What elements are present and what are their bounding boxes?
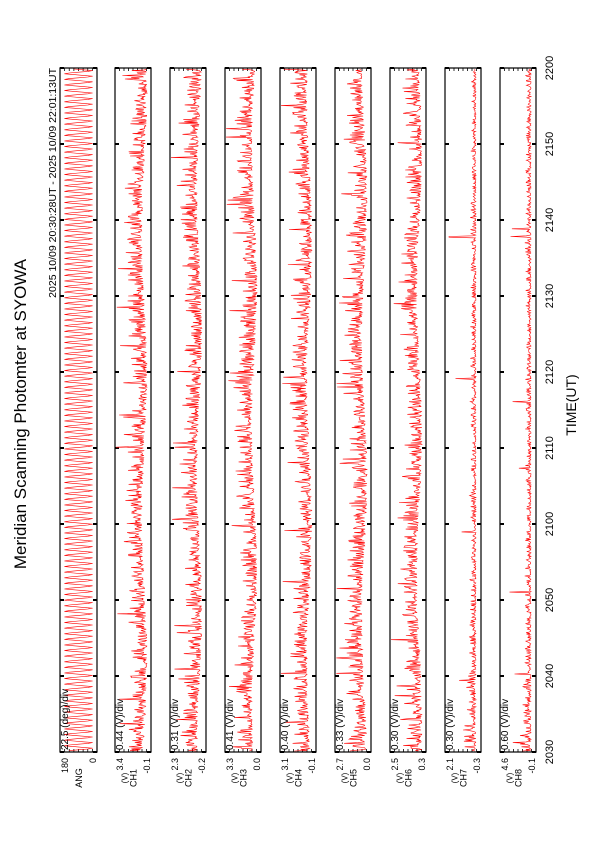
channel-label: CH5 <box>349 769 359 787</box>
time-range-label: 2025 10/09 20:30:28UT - 2025 10/09 22:01… <box>47 67 59 297</box>
y-tick-label: 3.3 <box>225 758 235 771</box>
chart-title: Meridian Scanning Photomter at SYOWA <box>11 258 30 569</box>
y-tick-label: 2.3 <box>170 758 180 771</box>
panel-scale-label: 0.40 (V)/div <box>280 699 291 750</box>
panel-frame <box>114 67 152 753</box>
x-tick-label: 2130 <box>544 284 556 308</box>
channel-unit: (V) <box>176 772 185 783</box>
x-tick-label: 2030 <box>544 740 556 764</box>
panel-frame <box>169 67 207 753</box>
y-tick-label: -0.3 <box>472 758 482 774</box>
series-trace-ch8 <box>509 68 533 752</box>
x-tick-label: 2150 <box>544 132 556 156</box>
channel-label: CH3 <box>239 769 249 787</box>
series-trace-ang <box>64 68 93 751</box>
panel-scale-label: 0.44 (V)/div <box>115 699 126 750</box>
series-trace-ch4 <box>280 68 313 752</box>
panel-scale-label: 0.60 (V)/div <box>500 699 511 750</box>
y-tick-label: 3.4 <box>115 758 125 771</box>
y-tick-label: 2.7 <box>335 758 345 771</box>
channel-label: CH7 <box>459 769 469 787</box>
x-tick-label: 2050 <box>544 588 556 612</box>
panels-group: 22.5 (deg)/div 180 0 ANG 0.44 (V)/div 3.4 -0.1… <box>59 67 537 788</box>
panel-scale-label: 0.33 (V)/div <box>335 699 346 750</box>
channel-label: CH4 <box>294 769 304 787</box>
channel-unit: (V) <box>341 772 350 783</box>
series-trace-ch6 <box>390 68 423 752</box>
channel-unit: (V) <box>231 772 240 783</box>
x-tick-label: 2100 <box>544 512 556 536</box>
y-tick-label: -0.1 <box>142 758 152 774</box>
y-tick-label: 2.1 <box>445 758 455 771</box>
x-tick-label: 2120 <box>544 360 556 384</box>
x-axis-label: TIME(UT) <box>563 374 579 435</box>
panel-scale-label: 0.41 (V)/div <box>225 699 236 750</box>
y-tick-label: -0.1 <box>527 758 537 774</box>
channel-label: CH2 <box>184 769 194 787</box>
channel-unit: (V) <box>286 772 295 783</box>
y-tick-label: 0.0 <box>252 758 262 771</box>
series-trace-ch7 <box>448 69 478 752</box>
series-trace-ch3 <box>225 68 258 752</box>
channel-label: ANG <box>74 768 84 788</box>
channel-label: CH8 <box>514 769 524 787</box>
channel-unit: (V) <box>121 772 130 783</box>
y-tick-label: 0.0 <box>362 758 372 771</box>
y-tick-label: -0.2 <box>197 758 207 774</box>
channel-unit: (V) <box>451 772 460 783</box>
channel-label: CH1 <box>129 769 139 787</box>
panel-frame <box>499 67 537 753</box>
y-tick-label: 2.5 <box>390 758 400 771</box>
channel-unit: (V) <box>396 772 405 783</box>
series-trace-ch1 <box>115 68 149 752</box>
panel-scale-label: 0.30 (V)/div <box>445 699 456 750</box>
time-axis: 2030 2040 2050 2100 2110 2120 2130 2140 2150 2200 <box>544 56 556 764</box>
x-tick-label: 2140 <box>544 208 556 232</box>
series-trace-ch5 <box>336 69 369 752</box>
panel-scale-label: 0.31 (V)/div <box>170 699 181 750</box>
x-tick-label: 2200 <box>544 56 556 80</box>
x-tick-label: 2110 <box>544 436 556 460</box>
series-trace-ch2 <box>170 68 203 752</box>
channel-unit: (V) <box>506 772 515 783</box>
y-tick-label: 0.3 <box>417 758 427 771</box>
y-tick-label: 0 <box>88 758 98 763</box>
y-tick-label: 180 <box>60 758 70 773</box>
y-tick-label: -0.1 <box>307 758 317 774</box>
panel-ang: 22.5 (deg)/div 180 0 ANG <box>59 67 98 788</box>
panel-scale-label: 0.30 (V)/div <box>390 699 401 750</box>
y-tick-label: 4.6 <box>500 758 510 771</box>
x-tick-label: 2040 <box>544 664 556 688</box>
panel-scale-label: 22.5 (deg)/div <box>60 689 71 750</box>
channel-label: CH6 <box>404 769 414 787</box>
y-tick-label: 3.1 <box>280 758 290 771</box>
panel-frame <box>389 67 427 753</box>
